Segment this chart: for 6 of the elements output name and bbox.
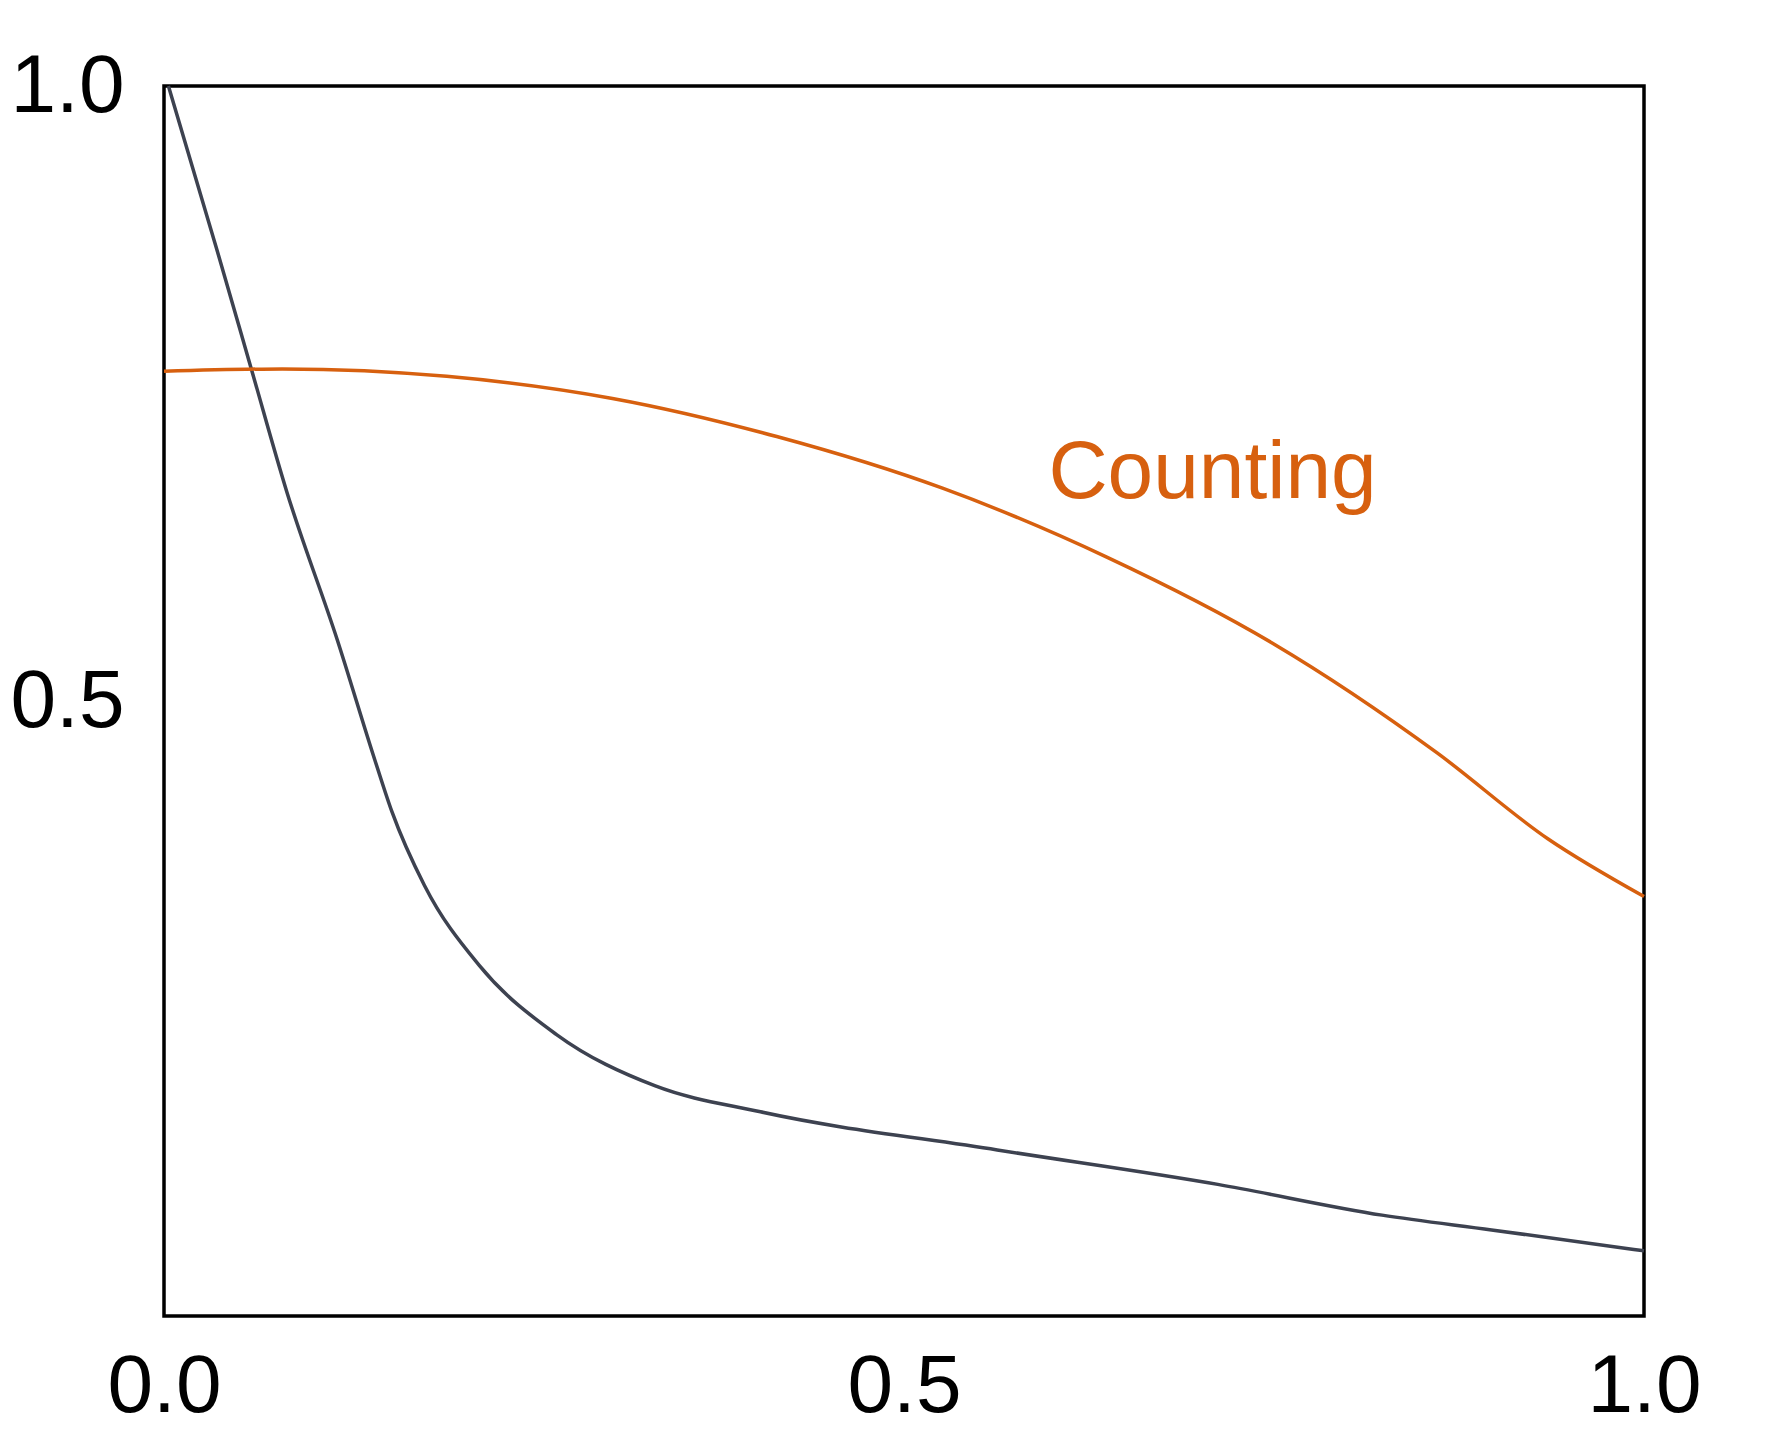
x-tick-label: 0.0 <box>107 1337 222 1429</box>
x-tick-label: 1.0 <box>1587 1337 1702 1429</box>
series-label: Counting <box>1048 424 1377 516</box>
line-series <box>162 367 1646 899</box>
line-series <box>166 84 1646 1253</box>
x-tick-label: 0.5 <box>847 1337 962 1429</box>
